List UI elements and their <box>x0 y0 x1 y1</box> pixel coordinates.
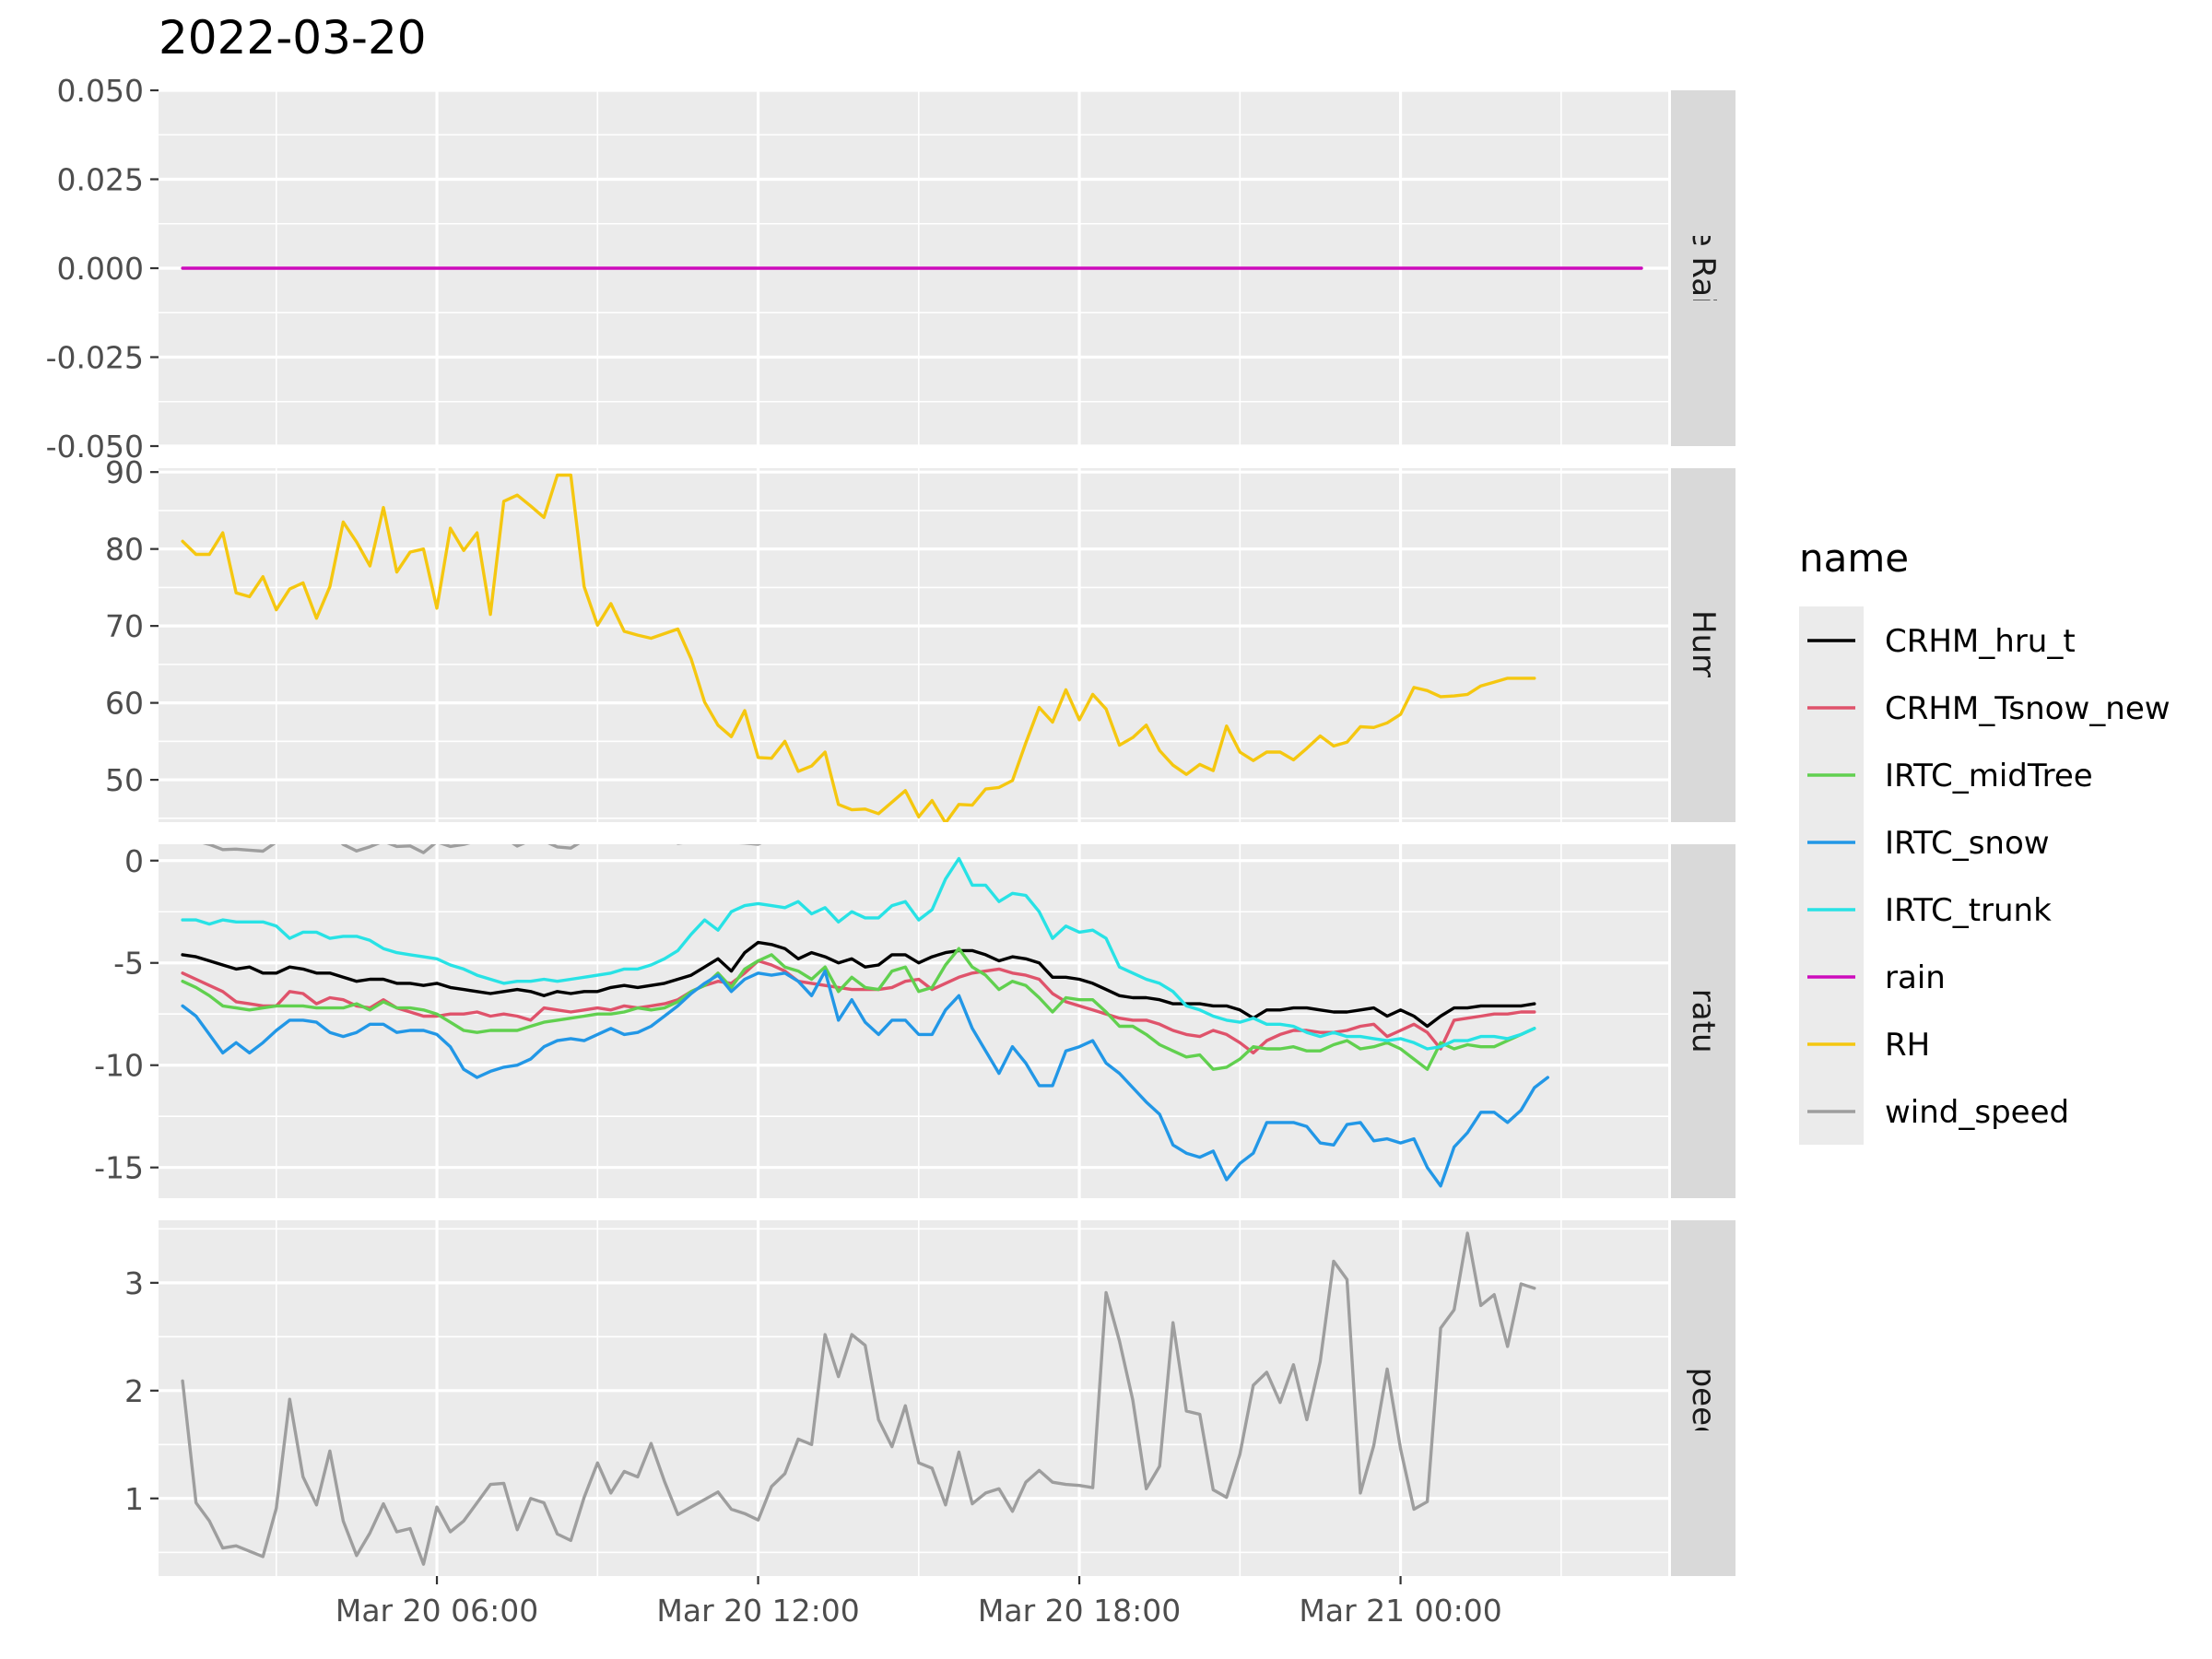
legend-item-irtc-midtree: IRTC_midTree <box>1799 741 2093 808</box>
series-line-rh <box>181 473 1536 822</box>
y-tick-label: 1 <box>124 1481 144 1517</box>
legend-label: CRHM_hru_t <box>1885 623 2076 660</box>
x-tick-label: Mar 20 12:00 <box>656 1593 859 1629</box>
panel-background <box>159 468 1668 822</box>
y-tick-label: 3 <box>124 1265 144 1301</box>
series-line-irtc-snow <box>181 969 1549 1188</box>
series-line-irtc-midtree <box>181 947 1536 1071</box>
strip-label: Temperature (°C) <box>1685 885 1722 1156</box>
legend-title: name <box>1799 535 1909 581</box>
y-tick-label: 0.050 <box>57 73 144 109</box>
y-tick-label: -0.050 <box>46 429 144 465</box>
y-tick-label: -10 <box>94 1048 144 1084</box>
panel-background <box>159 844 1668 1198</box>
series-line-wind-speed <box>202 844 762 854</box>
series-line-crhm-tsnow-new <box>181 959 1536 1055</box>
y-tick-label: -5 <box>113 946 144 982</box>
panel-background <box>159 1220 1668 1576</box>
panel-cumulative-rainfall-mm: -0.050 -0.025 0.000 0.025 0.050 Cumulative Ra… <box>46 68 1735 469</box>
chart-title: 2022-03-20 <box>159 11 427 65</box>
y-tick-label: -15 <box>94 1150 144 1186</box>
strip-background <box>1671 468 1735 822</box>
legend-item-crhm-hru-t: CRHM_hru_t <box>1799 606 2076 674</box>
legend-label: wind_speed <box>1885 1094 2069 1131</box>
y-tick-label: 80 <box>105 532 144 568</box>
legend-label: IRTC_trunk <box>1885 892 2052 929</box>
strip-wind-speed-m-s: Wind Speed (m/s) <box>1671 1220 1735 1576</box>
x-tick-label: Mar 20 06:00 <box>335 1593 538 1629</box>
strip-background <box>1671 90 1735 446</box>
strip-label: Relative Humidity (%) <box>1685 474 1722 817</box>
y-tick-label: 50 <box>105 762 144 798</box>
y-tick-label: -0.025 <box>46 340 144 376</box>
legend: name CRHM_hru_t CRHM_Tsnow_new IRTC_midTree… <box>1799 535 2186 1145</box>
strip-cumulative-rainfall-mm: Cumulative Rainfall (mm) <box>1671 68 1735 469</box>
strip-label: Wind Speed (m/s) <box>1685 1259 1722 1537</box>
legend-label: IRTC_snow <box>1885 825 2050 862</box>
panel-wind-speed-m-s: 1 2 3 Wind Speed (m/s) <box>124 1220 1735 1576</box>
legend-item-irtc-snow: IRTC_snow <box>1799 808 2050 876</box>
legend-item-rh: RH <box>1799 1010 1930 1077</box>
y-tick-label: 0 <box>124 843 144 879</box>
panel-temperature-c: -15 -10 -5 0 Temperature (°C) <box>94 843 1735 1198</box>
panel-relative-humidity: 50 60 70 80 90 Relative Humidity (%) <box>105 454 1735 822</box>
strip-relative-humidity: Relative Humidity (%) <box>1671 468 1735 822</box>
strip-label: Cumulative Rainfall (mm) <box>1685 68 1722 469</box>
legend-label: IRTC_midTree <box>1885 758 2093 794</box>
x-axis: Mar 20 06:00 Mar 20 12:00 Mar 20 18:00 Mar … <box>335 1576 1502 1629</box>
strip-background <box>1671 844 1735 1198</box>
series-line-crhm-hru-t <box>181 940 1536 1029</box>
y-tick-label: 0.000 <box>57 251 144 287</box>
legend-item-irtc-trunk: IRTC_trunk <box>1799 876 2052 943</box>
y-tick-label: 0.025 <box>57 162 144 198</box>
legend-label: rain <box>1885 959 1946 996</box>
legend-label: CRHM_Tsnow_new <box>1885 690 2171 727</box>
y-tick-label: 2 <box>124 1373 144 1409</box>
x-tick-label: Mar 21 00:00 <box>1299 1593 1501 1629</box>
legend-label: RH <box>1885 1027 1930 1064</box>
legend-item-wind-speed: wind_speed <box>1799 1077 2069 1145</box>
series-line-wind-speed <box>181 1231 1536 1566</box>
facet-panels: -0.050 -0.025 0.000 0.025 0.050 Cumulative Ra… <box>46 68 1735 1576</box>
legend-item-rain: rain <box>1799 943 1946 1010</box>
strip-background <box>1671 1220 1735 1576</box>
y-tick-label: 70 <box>105 608 144 644</box>
y-tick-label: 90 <box>105 454 144 490</box>
y-tick-label: 60 <box>105 686 144 722</box>
x-tick-label: Mar 20 18:00 <box>978 1593 1181 1629</box>
series-line-irtc-trunk <box>181 856 1536 1051</box>
strip-temperature-c: Temperature (°C) <box>1671 844 1735 1198</box>
legend-item-crhm-tsnow-new: CRHM_Tsnow_new <box>1799 674 2171 741</box>
